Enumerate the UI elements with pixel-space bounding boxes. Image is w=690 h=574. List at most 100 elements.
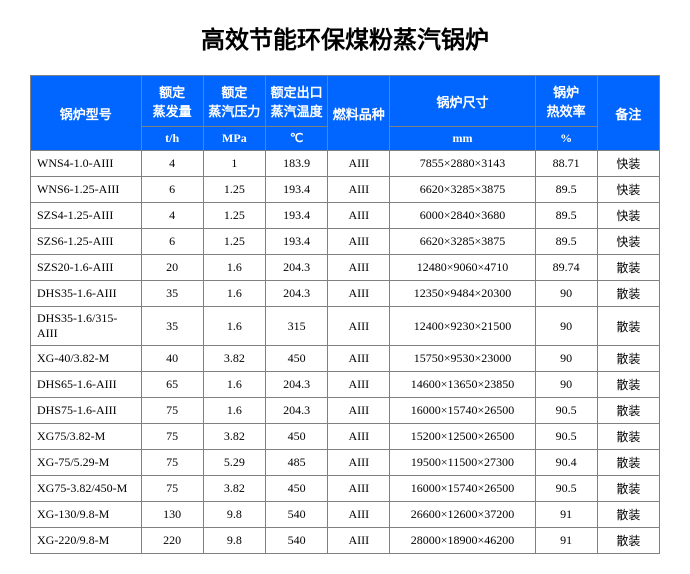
cell-fuel: AIII [328, 528, 390, 554]
header-evaporation-label: 额定蒸发量 [141, 76, 203, 127]
cell-remark: 散装 [597, 255, 659, 281]
cell-remark: 快装 [597, 203, 659, 229]
cell-fuel: AIII [328, 502, 390, 528]
cell-evaporation: 6 [141, 177, 203, 203]
cell-fuel: AIII [328, 398, 390, 424]
table-row: XG-220/9.8-M2209.8540AIII28000×18900×462… [31, 528, 660, 554]
cell-temp: 204.3 [265, 372, 327, 398]
cell-fuel: AIII [328, 476, 390, 502]
cell-efficiency: 90.5 [535, 476, 597, 502]
cell-model: XG-220/9.8-M [31, 528, 142, 554]
cell-model: XG-40/3.82-M [31, 346, 142, 372]
cell-efficiency: 88.71 [535, 151, 597, 177]
cell-efficiency: 90 [535, 372, 597, 398]
cell-evaporation: 6 [141, 229, 203, 255]
cell-fuel: AIII [328, 203, 390, 229]
header-size-unit: mm [390, 127, 535, 151]
cell-pressure: 1.25 [203, 229, 265, 255]
cell-temp: 193.4 [265, 177, 327, 203]
cell-pressure: 1 [203, 151, 265, 177]
cell-remark: 散装 [597, 476, 659, 502]
cell-model: XG-130/9.8-M [31, 502, 142, 528]
cell-efficiency: 90 [535, 346, 597, 372]
cell-size: 12350×9484×20300 [390, 281, 535, 307]
cell-model: DHS65-1.6-AIII [31, 372, 142, 398]
cell-pressure: 3.82 [203, 424, 265, 450]
table-row: SZS20-1.6-AIII201.6204.3AIII12480×9060×4… [31, 255, 660, 281]
cell-fuel: AIII [328, 372, 390, 398]
cell-model: SZS20-1.6-AIII [31, 255, 142, 281]
header-efficiency-label: 锅炉热效率 [535, 76, 597, 127]
cell-evaporation: 35 [141, 281, 203, 307]
cell-remark: 散装 [597, 424, 659, 450]
cell-efficiency: 91 [535, 528, 597, 554]
cell-size: 6000×2840×3680 [390, 203, 535, 229]
table-row: WNS6-1.25-AIII61.25193.4AIII6620×3285×38… [31, 177, 660, 203]
cell-temp: 315 [265, 307, 327, 346]
cell-fuel: AIII [328, 255, 390, 281]
cell-remark: 快装 [597, 177, 659, 203]
cell-temp: 450 [265, 424, 327, 450]
cell-pressure: 1.6 [203, 372, 265, 398]
header-efficiency-unit: % [535, 127, 597, 151]
header-temp-label: 额定出口蒸汽温度 [265, 76, 327, 127]
cell-remark: 散装 [597, 346, 659, 372]
cell-model: SZS4-1.25-AIII [31, 203, 142, 229]
cell-size: 6620×3285×3875 [390, 229, 535, 255]
cell-size: 12480×9060×4710 [390, 255, 535, 281]
cell-size: 15750×9530×23000 [390, 346, 535, 372]
cell-model: WNS4-1.0-AIII [31, 151, 142, 177]
cell-temp: 450 [265, 476, 327, 502]
cell-model: DHS35-1.6-AIII [31, 281, 142, 307]
cell-pressure: 9.8 [203, 502, 265, 528]
cell-size: 16000×15740×26500 [390, 398, 535, 424]
cell-fuel: AIII [328, 424, 390, 450]
cell-temp: 204.3 [265, 281, 327, 307]
cell-size: 14600×13650×23850 [390, 372, 535, 398]
cell-remark: 快装 [597, 151, 659, 177]
cell-size: 15200×12500×26500 [390, 424, 535, 450]
table-row: DHS65-1.6-AIII651.6204.3AIII14600×13650×… [31, 372, 660, 398]
table-row: XG-40/3.82-M403.82450AIII15750×9530×2300… [31, 346, 660, 372]
table-row: DHS75-1.6-AIII751.6204.3AIII16000×15740×… [31, 398, 660, 424]
cell-evaporation: 65 [141, 372, 203, 398]
cell-evaporation: 75 [141, 398, 203, 424]
table-row: XG75-3.82/450-M753.82450AIII16000×15740×… [31, 476, 660, 502]
cell-efficiency: 89.5 [535, 203, 597, 229]
cell-evaporation: 75 [141, 450, 203, 476]
cell-efficiency: 89.5 [535, 177, 597, 203]
cell-model: DHS35-1.6/315-AIII [31, 307, 142, 346]
cell-pressure: 1.6 [203, 281, 265, 307]
cell-size: 16000×15740×26500 [390, 476, 535, 502]
cell-evaporation: 75 [141, 476, 203, 502]
cell-evaporation: 35 [141, 307, 203, 346]
page-title: 高效节能环保煤粉蒸汽锅炉 [30, 20, 660, 55]
table-row: XG75/3.82-M753.82450AIII15200×12500×2650… [31, 424, 660, 450]
cell-fuel: AIII [328, 177, 390, 203]
cell-efficiency: 90 [535, 281, 597, 307]
table-row: SZS6-1.25-AIII61.25193.4AIII6620×3285×38… [31, 229, 660, 255]
table-row: DHS35-1.6-AIII351.6204.3AIII12350×9484×2… [31, 281, 660, 307]
cell-efficiency: 90.5 [535, 398, 597, 424]
cell-model: XG75-3.82/450-M [31, 476, 142, 502]
cell-size: 28000×18900×46200 [390, 528, 535, 554]
cell-remark: 散装 [597, 307, 659, 346]
cell-fuel: AIII [328, 307, 390, 346]
cell-fuel: AIII [328, 450, 390, 476]
cell-remark: 散装 [597, 450, 659, 476]
cell-model: WNS6-1.25-AIII [31, 177, 142, 203]
cell-evaporation: 4 [141, 151, 203, 177]
cell-pressure: 3.82 [203, 476, 265, 502]
table-body: WNS4-1.0-AIII41183.9AIII7855×2880×314388… [31, 151, 660, 554]
cell-efficiency: 90.5 [535, 424, 597, 450]
cell-model: XG75/3.82-M [31, 424, 142, 450]
cell-efficiency: 89.5 [535, 229, 597, 255]
cell-remark: 快装 [597, 229, 659, 255]
cell-remark: 散装 [597, 528, 659, 554]
cell-size: 19500×11500×27300 [390, 450, 535, 476]
cell-temp: 450 [265, 346, 327, 372]
cell-evaporation: 20 [141, 255, 203, 281]
table-row: DHS35-1.6/315-AIII351.6315AIII12400×9230… [31, 307, 660, 346]
cell-size: 6620×3285×3875 [390, 177, 535, 203]
cell-model: SZS6-1.25-AIII [31, 229, 142, 255]
